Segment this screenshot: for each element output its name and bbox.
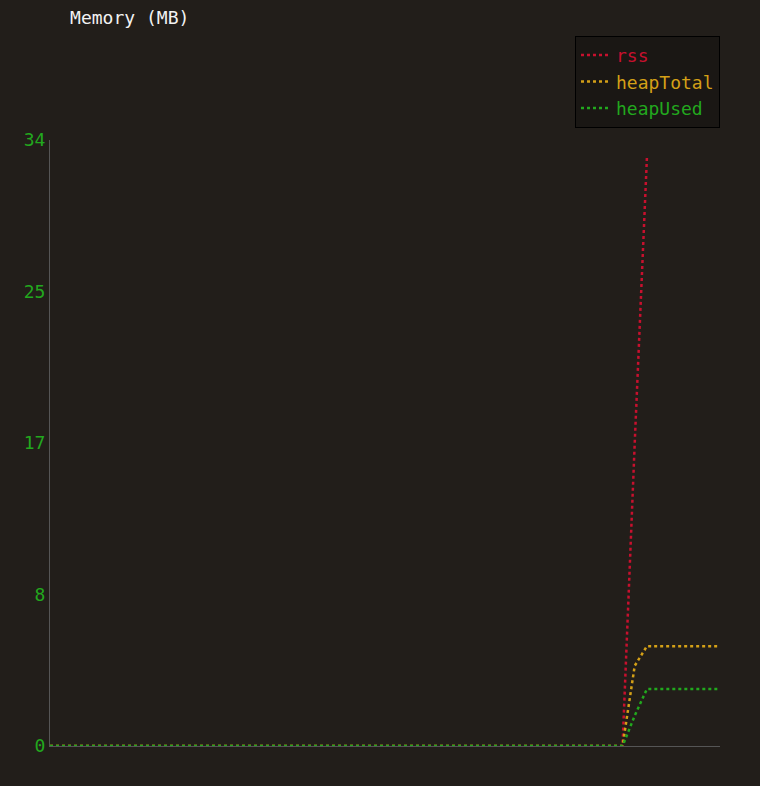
svg-text:25: 25 (24, 281, 46, 302)
svg-text:heapUsed: heapUsed (616, 98, 703, 119)
svg-text:0: 0 (35, 735, 46, 756)
svg-text:17: 17 (24, 432, 46, 453)
svg-text:8: 8 (35, 584, 46, 605)
svg-text:34: 34 (24, 129, 46, 150)
svg-text:heapTotal: heapTotal (616, 72, 714, 93)
svg-text:Memory (MB): Memory (MB) (70, 7, 189, 28)
svg-text:rss: rss (616, 45, 649, 66)
